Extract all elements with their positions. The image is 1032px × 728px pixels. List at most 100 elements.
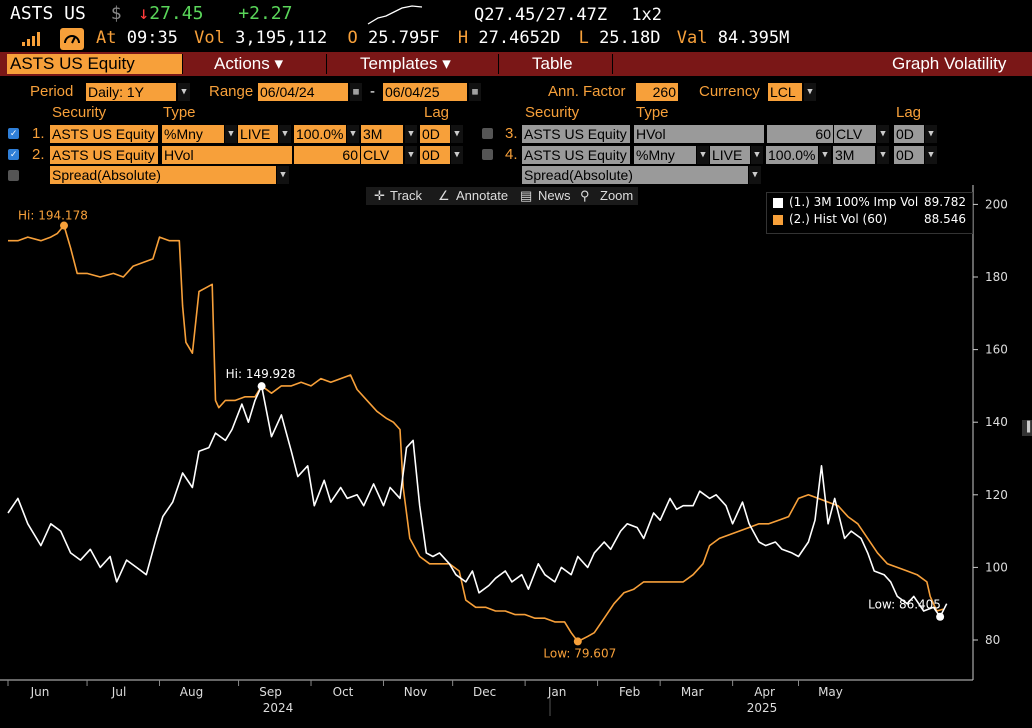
source-select[interactable]: LIVE — [238, 125, 278, 143]
x-month-label: May — [818, 685, 843, 699]
spread-select[interactable]: Spread(Absolute) — [522, 166, 748, 184]
chevron-down-icon[interactable]: ▼ — [819, 146, 831, 164]
chevron-down-icon[interactable]: ▼ — [279, 125, 291, 143]
x-month-label: Aug — [180, 685, 203, 699]
zoom-icon[interactable]: ⚲ — [580, 188, 590, 203]
chevron-down-icon[interactable]: ▼ — [804, 83, 816, 101]
col-type: Type — [163, 104, 196, 121]
window-input[interactable]: 60 — [294, 146, 360, 164]
y-tick-label: 160 — [985, 343, 1008, 357]
extreme-point-marker — [936, 612, 945, 621]
period-select[interactable]: Daily: 1Y — [86, 83, 176, 101]
x-month-label: Jun — [30, 685, 50, 699]
news-button[interactable]: News — [538, 188, 571, 203]
x-month-label: Feb — [619, 685, 640, 699]
bid-ask-size: 1x2 — [631, 5, 663, 25]
range-separator: - — [370, 83, 375, 100]
security-input[interactable]: ASTS US Equity — [7, 54, 182, 74]
templates-menu[interactable]: Templates ▾ — [360, 54, 451, 73]
table-button[interactable]: Table — [532, 54, 573, 73]
chevron-down-icon[interactable]: ▼ — [178, 83, 190, 101]
price-change: +2.27 — [238, 3, 293, 24]
window-input[interactable]: 60 — [767, 125, 833, 143]
ann-factor-input[interactable]: 260 — [636, 83, 678, 101]
source-select[interactable]: LIVE — [710, 146, 750, 164]
spread-checkbox[interactable] — [8, 170, 19, 181]
x-month-label: Mar — [681, 685, 704, 699]
currency-select[interactable]: LCL — [768, 83, 802, 101]
chevron-down-icon[interactable]: ▼ — [749, 166, 761, 184]
series-2-last: 88.546 — [924, 212, 966, 226]
chevron-down-icon[interactable]: ▼ — [451, 125, 463, 143]
extreme-point-marker — [257, 382, 266, 391]
zoom-button[interactable]: Zoom — [600, 188, 634, 203]
news-icon[interactable]: ▤ — [520, 188, 533, 203]
series-2-checkbox[interactable]: ✓ — [8, 149, 19, 160]
x-month-label: Oct — [333, 685, 354, 699]
range-start-input[interactable]: 06/04/24 — [258, 83, 348, 101]
moneyness-input[interactable]: 100.0% — [294, 125, 346, 143]
lag-select[interactable]: 0D — [420, 125, 450, 143]
source-select[interactable]: CLV — [361, 146, 403, 164]
chevron-down-icon[interactable]: ▼ — [697, 146, 709, 164]
chevron-down-icon[interactable]: ▼ — [877, 146, 889, 164]
crosshair-icon[interactable]: ✛ — [374, 188, 385, 203]
type-select[interactable]: HVol — [634, 125, 764, 143]
range-end-input[interactable]: 06/04/25 — [383, 83, 467, 101]
annotate-button[interactable]: Annotate — [456, 188, 509, 203]
series-2-name: (2.) Hist Vol (60) — [789, 212, 888, 226]
x-month-label: Nov — [404, 685, 427, 699]
series-2-swatch — [773, 215, 783, 225]
toolbar-divider — [326, 54, 327, 74]
tenor-select[interactable]: 3M — [361, 125, 403, 143]
pencil-icon[interactable]: ∠ — [438, 188, 450, 203]
chevron-down-icon[interactable]: ▼ — [277, 166, 289, 184]
chevron-down-icon[interactable]: ▼ — [925, 125, 937, 143]
chevron-down-icon[interactable]: ▼ — [405, 125, 417, 143]
x-month-label: Sep — [259, 685, 282, 699]
quote-header: ASTS US $ ↓27.45 +2.27 — [10, 3, 292, 24]
y-tick-label: 80 — [985, 633, 1000, 647]
lag-select[interactable]: 0D — [894, 146, 924, 164]
chevron-down-icon[interactable]: ▼ — [877, 125, 889, 143]
series-4-checkbox[interactable] — [482, 149, 493, 160]
x-month-label: Jul — [111, 685, 126, 699]
moneyness-input[interactable]: 100.0% — [766, 146, 818, 164]
security-field[interactable]: ASTS US Equity — [522, 146, 630, 164]
chevron-down-icon[interactable]: ▼ — [751, 146, 763, 164]
extreme-point-marker — [59, 221, 68, 230]
x-month-label: Jan — [547, 685, 567, 699]
extreme-label: Low: 79.607 — [543, 646, 616, 660]
track-button[interactable]: Track — [390, 188, 423, 203]
type-select[interactable]: %Mny — [634, 146, 696, 164]
tenor-select[interactable]: 3M — [833, 146, 875, 164]
chevron-down-icon[interactable]: ▼ — [225, 125, 237, 143]
security-field[interactable]: ASTS US Equity — [50, 146, 158, 164]
series-1-line — [7, 385, 948, 618]
speedometer-icon[interactable] — [60, 28, 84, 50]
chevron-down-icon[interactable]: ▼ — [347, 125, 359, 143]
row-number: 1. — [32, 125, 45, 142]
lag-select[interactable]: 0D — [894, 125, 924, 143]
calendar-icon[interactable]: ▦ — [350, 83, 362, 101]
series-1-swatch — [773, 198, 783, 208]
ann-factor-label: Ann. Factor — [548, 83, 626, 100]
series-1-checkbox[interactable]: ✓ — [8, 128, 19, 139]
type-select[interactable]: HVol — [162, 146, 292, 164]
extreme-point-marker — [573, 637, 582, 646]
actions-menu[interactable]: Actions ▾ — [214, 54, 284, 73]
chevron-down-icon[interactable]: ▼ — [925, 146, 937, 164]
security-field[interactable]: ASTS US Equity — [522, 125, 630, 143]
series-3-checkbox[interactable] — [482, 128, 493, 139]
x-year-label: 2025 — [747, 701, 778, 715]
chevron-down-icon[interactable]: ▼ — [405, 146, 417, 164]
lag-select[interactable]: 0D — [420, 146, 450, 164]
security-field[interactable]: ASTS US Equity — [50, 125, 158, 143]
calendar-icon[interactable]: ▦ — [469, 83, 481, 101]
spread-select[interactable]: Spread(Absolute) — [50, 166, 276, 184]
type-select[interactable]: %Mny — [162, 125, 224, 143]
source-select[interactable]: CLV — [834, 125, 876, 143]
chevron-down-icon[interactable]: ▼ — [451, 146, 463, 164]
scroll-handle[interactable]: ▐ — [1022, 420, 1032, 436]
